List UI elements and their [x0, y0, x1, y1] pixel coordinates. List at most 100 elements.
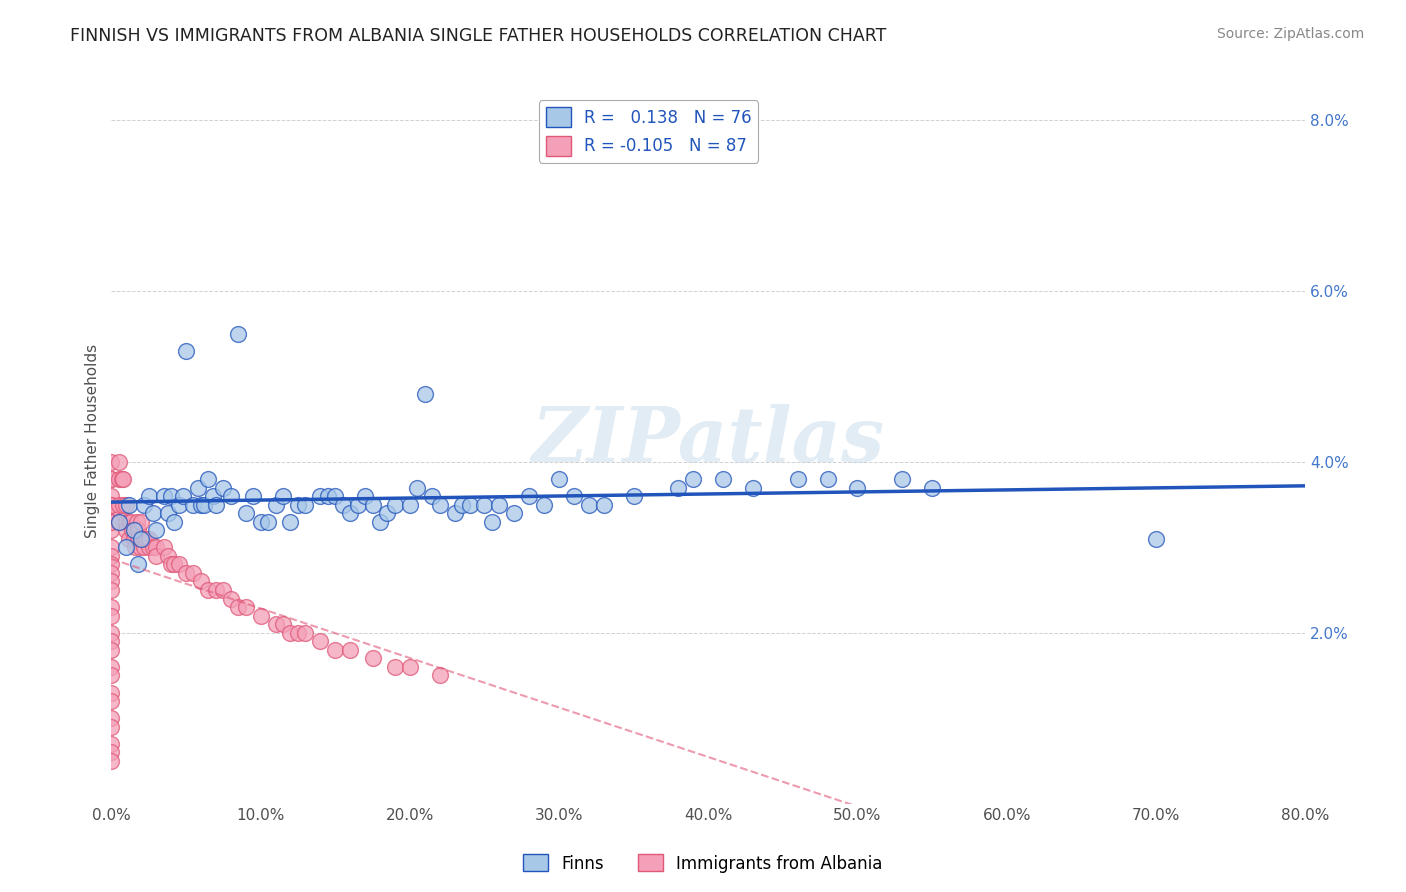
Point [100, 582, 122, 597]
Point [115, 541, 138, 555]
Point [145, 541, 167, 555]
Point [488, 498, 510, 512]
Legend: Finns, Immigrants from Albania: Finns, Immigrants from Albania [517, 847, 889, 880]
Point [451, 498, 474, 512]
Point [183, 566, 205, 580]
Point [142, 506, 165, 520]
Point [503, 506, 526, 520]
Point [682, 472, 704, 486]
Point [112, 498, 135, 512]
Point [100, 745, 122, 759]
Point [219, 591, 242, 606]
Point [249, 608, 271, 623]
Point [100, 523, 122, 537]
Text: ZIPatlas: ZIPatlas [531, 403, 884, 477]
Point [111, 472, 134, 486]
Point [100, 566, 122, 580]
Point [167, 498, 190, 512]
Point [271, 489, 294, 503]
Point [174, 343, 197, 358]
Point [145, 549, 167, 563]
Point [226, 600, 249, 615]
Point [339, 506, 361, 520]
Point [100, 515, 122, 529]
Point [891, 472, 914, 486]
Point [711, 472, 734, 486]
Point [921, 481, 943, 495]
Point [517, 489, 540, 503]
Point [160, 558, 183, 572]
Point [332, 498, 354, 512]
Point [429, 498, 451, 512]
Point [129, 515, 152, 529]
Point [100, 558, 122, 572]
Point [742, 481, 765, 495]
Point [623, 489, 645, 503]
Point [257, 515, 280, 529]
Point [100, 472, 122, 486]
Point [100, 515, 122, 529]
Point [167, 558, 190, 572]
Point [100, 643, 122, 657]
Point [120, 515, 142, 529]
Point [481, 515, 503, 529]
Point [562, 489, 585, 503]
Point [115, 498, 138, 512]
Point [127, 558, 149, 572]
Point [264, 498, 287, 512]
Point [193, 498, 215, 512]
Point [205, 582, 228, 597]
Point [122, 523, 145, 537]
Point [100, 668, 122, 682]
Point [548, 472, 571, 486]
Point [420, 489, 443, 503]
Point [235, 600, 257, 615]
Point [668, 481, 690, 495]
Point [294, 498, 316, 512]
Point [115, 515, 138, 529]
Point [323, 643, 346, 657]
Point [108, 515, 131, 529]
Point [197, 582, 219, 597]
Point [100, 711, 122, 725]
Point [129, 532, 152, 546]
Point [339, 643, 361, 657]
Point [323, 489, 346, 503]
Legend: R =   0.138   N = 76, R = -0.105   N = 87: R = 0.138 N = 76, R = -0.105 N = 87 [538, 100, 758, 162]
Point [118, 532, 141, 546]
Point [108, 515, 131, 529]
Point [443, 506, 465, 520]
Point [280, 515, 302, 529]
Point [138, 489, 160, 503]
Point [592, 498, 614, 512]
Point [309, 634, 332, 648]
Point [100, 600, 122, 615]
Point [413, 386, 436, 401]
Point [127, 532, 149, 546]
Point [384, 660, 406, 674]
Point [100, 634, 122, 648]
Point [163, 558, 186, 572]
Point [134, 541, 156, 555]
Point [174, 566, 197, 580]
Text: FINNISH VS IMMIGRANTS FROM ALBANIA SINGLE FATHER HOUSEHOLDS CORRELATION CHART: FINNISH VS IMMIGRANTS FROM ALBANIA SINGL… [70, 27, 887, 45]
Point [172, 489, 194, 503]
Point [346, 498, 368, 512]
Point [183, 498, 205, 512]
Point [377, 506, 399, 520]
Point [100, 608, 122, 623]
Point [100, 720, 122, 734]
Point [157, 506, 180, 520]
Point [160, 489, 183, 503]
Point [458, 498, 481, 512]
Point [264, 617, 287, 632]
Point [212, 481, 235, 495]
Point [142, 541, 165, 555]
Point [100, 660, 122, 674]
Text: Source: ZipAtlas.com: Source: ZipAtlas.com [1216, 27, 1364, 41]
Point [361, 498, 384, 512]
Point [145, 523, 167, 537]
Point [190, 498, 212, 512]
Point [249, 515, 271, 529]
Point [152, 489, 174, 503]
